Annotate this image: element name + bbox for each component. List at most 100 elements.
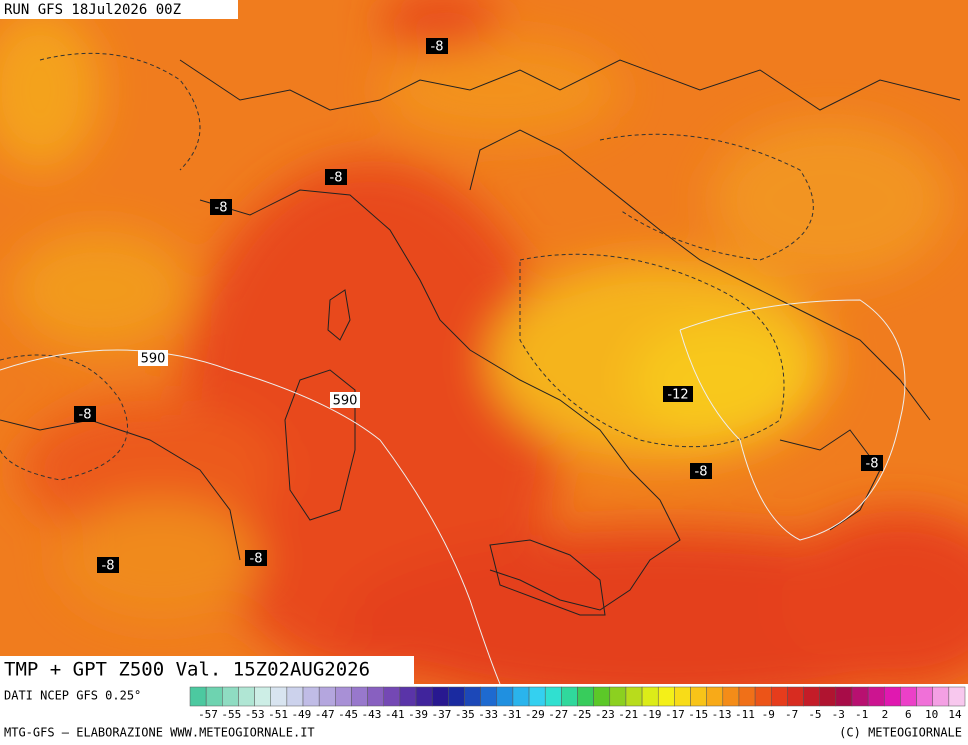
colorbar-swatch bbox=[335, 686, 352, 707]
colorbar-swatch bbox=[415, 686, 433, 707]
colorbar-swatch bbox=[916, 686, 933, 707]
colorbar-label: -33 bbox=[478, 708, 498, 721]
colorbar-label: -43 bbox=[361, 708, 381, 721]
colorbar-label: -41 bbox=[385, 708, 405, 721]
contour-label-box bbox=[74, 406, 96, 422]
colorbar-swatch bbox=[819, 686, 837, 707]
colorbar-swatch bbox=[771, 686, 788, 707]
colorbar-label: -35 bbox=[455, 708, 475, 721]
colorbar-label: -25 bbox=[572, 708, 592, 721]
colorbar-swatch bbox=[867, 686, 885, 707]
map-field bbox=[0, 0, 968, 684]
colorbar-swatch bbox=[496, 686, 514, 707]
colorbar-swatch bbox=[577, 686, 594, 707]
colorbar-label: -1 bbox=[855, 708, 868, 721]
colorbar-swatch bbox=[948, 686, 966, 707]
colorbar-label: -9 bbox=[762, 708, 775, 721]
colorbar-swatch bbox=[851, 686, 869, 707]
colorbar-label: -19 bbox=[642, 708, 662, 721]
product-box bbox=[0, 656, 414, 684]
colorbar-swatch bbox=[254, 686, 271, 707]
colorbar-swatch bbox=[205, 686, 223, 707]
colorbar-swatch bbox=[512, 686, 530, 707]
colorbar-swatch bbox=[787, 686, 804, 707]
contour-label-box bbox=[690, 463, 712, 479]
colorbar-swatch bbox=[383, 686, 401, 707]
colorbar-label: -51 bbox=[268, 708, 288, 721]
contour-label: -8 bbox=[866, 457, 879, 472]
colorbar-label: -31 bbox=[502, 708, 522, 721]
colorbar-swatch bbox=[609, 686, 627, 707]
product-title: TMP + GPT Z500 Val. 15Z02AUG2026 bbox=[4, 659, 370, 681]
colorbar-swatch bbox=[900, 686, 917, 707]
colorbar-swatch bbox=[448, 686, 465, 707]
contour-label-box bbox=[138, 350, 168, 366]
colorbar-swatch bbox=[270, 686, 288, 707]
colorbar-swatch bbox=[238, 686, 255, 707]
contour-label-box bbox=[325, 169, 347, 185]
colorbar-label: 2 bbox=[882, 708, 889, 721]
colorbar-swatch bbox=[480, 686, 498, 707]
contour-label: -8 bbox=[330, 171, 343, 186]
contour-label: -8 bbox=[431, 40, 444, 55]
contour-label-box bbox=[245, 550, 267, 566]
coastlines bbox=[0, 59, 961, 616]
colorbar-label: 6 bbox=[905, 708, 912, 721]
colorbar-swatch bbox=[431, 686, 449, 707]
colorbar-swatch bbox=[884, 686, 901, 707]
colorbar-swatch bbox=[641, 686, 659, 707]
colorbar-swatch bbox=[367, 686, 384, 707]
colorbar-label: 14 bbox=[948, 708, 962, 721]
colorbar-swatch bbox=[803, 686, 820, 707]
colorbar-label: 10 bbox=[925, 708, 938, 721]
colorbar-swatch bbox=[738, 686, 756, 707]
colorbar-label: -17 bbox=[665, 708, 685, 721]
run-info: RUN GFS 18Jul2026 00Z bbox=[4, 2, 181, 18]
contour-label: -8 bbox=[250, 552, 263, 567]
contour-label: -8 bbox=[79, 408, 92, 423]
colorbar-label: -39 bbox=[408, 708, 428, 721]
contour-label: -8 bbox=[215, 201, 228, 216]
colorbar-swatch bbox=[754, 686, 772, 707]
colorbar-swatch bbox=[318, 686, 336, 707]
colorbar-swatch bbox=[674, 686, 691, 707]
contour-label-box bbox=[97, 557, 119, 573]
colorbar-label: -29 bbox=[525, 708, 545, 721]
contour-label: -8 bbox=[695, 465, 708, 480]
colorbar-label: -21 bbox=[618, 708, 638, 721]
colorbar-label: -13 bbox=[712, 708, 732, 721]
isohypse-590 bbox=[679, 299, 906, 541]
colorbar-label: -55 bbox=[221, 708, 241, 721]
colorbar-label: -7 bbox=[785, 708, 798, 721]
colorbar-label: -53 bbox=[245, 708, 265, 721]
contour-label-box bbox=[210, 199, 232, 215]
colorbar-label: -3 bbox=[832, 708, 845, 721]
isohypse-590 bbox=[0, 349, 501, 684]
contour-label-box bbox=[663, 386, 693, 402]
colorbar-swatch bbox=[351, 686, 368, 707]
contour-label-box bbox=[330, 392, 360, 408]
colorbar-label: -23 bbox=[595, 708, 615, 721]
colorbar-swatch bbox=[593, 686, 611, 707]
colorbar-swatch bbox=[302, 686, 320, 707]
colorbar-label: -49 bbox=[291, 708, 311, 721]
colorbar-label: -57 bbox=[198, 708, 218, 721]
colorbar-label: -11 bbox=[735, 708, 755, 721]
contour-label-box bbox=[426, 38, 448, 54]
colorbar-label: -5 bbox=[808, 708, 821, 721]
colorbar-swatch bbox=[657, 686, 675, 707]
colorbar-swatch bbox=[561, 686, 578, 707]
copyright: (C) METEOGIORNALE bbox=[839, 726, 962, 740]
data-source: DATI NCEP GFS 0.25° bbox=[4, 689, 141, 703]
colorbar-swatch bbox=[706, 686, 724, 707]
isotherms bbox=[0, 52, 814, 481]
colorbar-swatch bbox=[690, 686, 707, 707]
colorbar-swatch bbox=[722, 686, 740, 707]
colorbar-label: -15 bbox=[688, 708, 708, 721]
colorbar-swatch bbox=[464, 686, 481, 707]
contour-label: -12 bbox=[667, 388, 688, 403]
colorbar-swatch bbox=[625, 686, 643, 707]
colorbar-swatch bbox=[222, 686, 239, 707]
colorbar-swatch bbox=[189, 686, 207, 707]
